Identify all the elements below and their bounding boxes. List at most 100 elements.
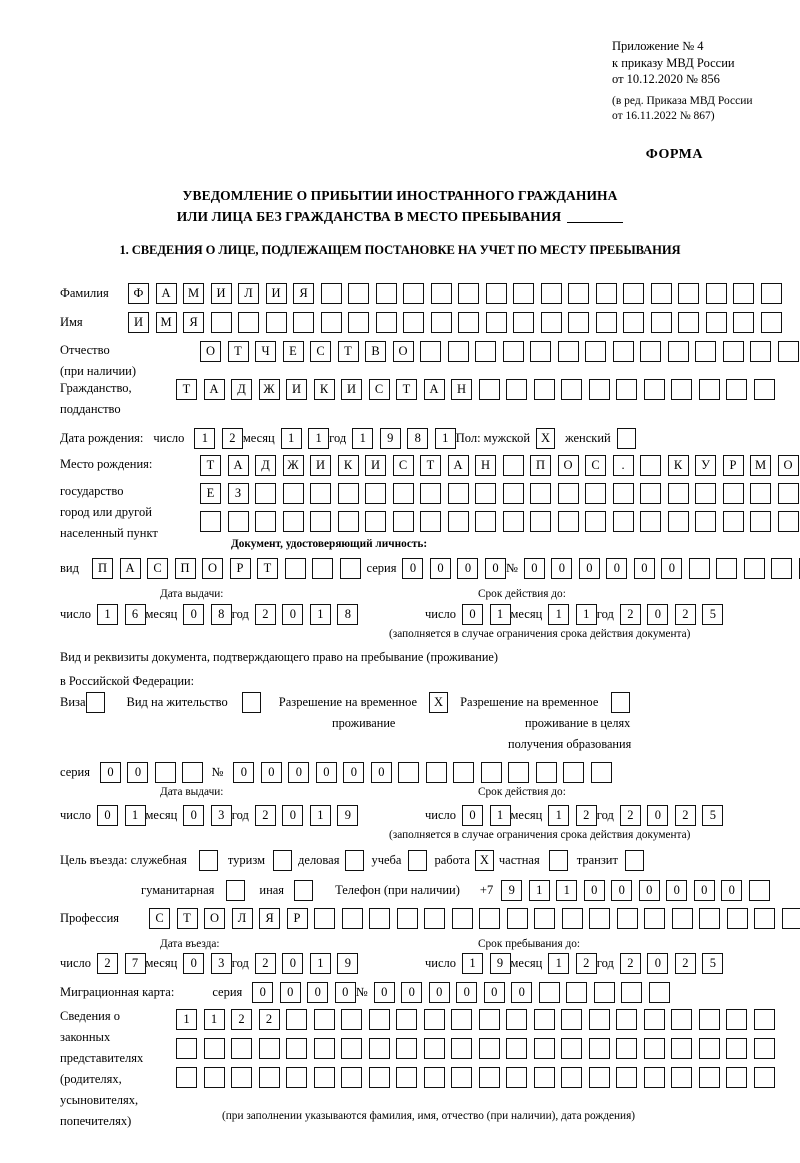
char-cell[interactable] — [506, 379, 527, 400]
char-cell[interactable] — [671, 1038, 692, 1059]
char-cell[interactable]: К — [667, 455, 689, 476]
char-cell[interactable] — [533, 379, 555, 400]
char-cell[interactable]: А — [423, 379, 445, 400]
char-cell[interactable]: 1 — [97, 604, 119, 625]
char-cell[interactable] — [203, 1038, 225, 1059]
char-cell[interactable] — [561, 1067, 582, 1088]
char-cell[interactable] — [644, 908, 665, 929]
char-cell[interactable] — [640, 341, 661, 362]
char-cell[interactable]: 0 — [401, 982, 423, 1003]
char-cell[interactable] — [255, 483, 276, 504]
char-cell[interactable]: П — [174, 558, 196, 579]
char-cell[interactable] — [561, 1009, 582, 1030]
char-cell[interactable] — [753, 1067, 775, 1088]
char-cell[interactable]: 8 — [337, 604, 359, 625]
char-cell[interactable] — [478, 379, 500, 400]
char-cell[interactable]: 0 — [252, 982, 274, 1003]
char-cell[interactable] — [423, 1009, 445, 1030]
char-cell[interactable] — [210, 312, 232, 333]
char-cell[interactable] — [348, 283, 369, 304]
char-cell[interactable]: 9 — [489, 953, 511, 974]
checkbox-purpose-tourism[interactable] — [273, 850, 293, 871]
char-cell[interactable] — [282, 483, 304, 504]
char-cell[interactable]: Р — [229, 558, 251, 579]
char-cell[interactable]: 5 — [702, 953, 724, 974]
char-cell[interactable] — [777, 483, 799, 504]
char-cell[interactable] — [750, 511, 771, 532]
char-cell[interactable] — [777, 341, 799, 362]
char-cell[interactable] — [590, 762, 612, 783]
char-cell[interactable]: Т — [396, 379, 417, 400]
char-cell[interactable] — [258, 1038, 280, 1059]
char-cell[interactable] — [777, 511, 799, 532]
char-cell[interactable] — [424, 908, 445, 929]
char-cell[interactable] — [403, 312, 424, 333]
char-cell[interactable]: 2 — [619, 805, 641, 826]
char-cell[interactable]: 0 — [288, 762, 310, 783]
char-cell[interactable] — [447, 483, 469, 504]
char-cell[interactable] — [320, 283, 342, 304]
char-cell[interactable]: А — [155, 283, 177, 304]
char-cell[interactable]: 0 — [260, 762, 282, 783]
char-cell[interactable]: . — [612, 455, 634, 476]
char-cell[interactable]: 0 — [462, 604, 484, 625]
char-cell[interactable]: 0 — [511, 982, 533, 1003]
char-cell[interactable]: О — [392, 341, 414, 362]
char-cell[interactable]: М — [183, 283, 204, 304]
char-cell[interactable]: Я — [183, 312, 204, 333]
char-cell[interactable]: И — [210, 283, 232, 304]
char-cell[interactable] — [760, 283, 782, 304]
char-cell[interactable] — [506, 1009, 527, 1030]
char-cell[interactable]: Т — [176, 908, 198, 929]
char-cell[interactable] — [425, 762, 447, 783]
char-cell[interactable] — [750, 483, 771, 504]
char-cell[interactable] — [265, 312, 287, 333]
char-cell[interactable] — [478, 1009, 500, 1030]
char-cell[interactable] — [616, 1038, 637, 1059]
char-cell[interactable]: 0 — [462, 805, 484, 826]
char-cell[interactable]: 3 — [210, 953, 232, 974]
char-cell[interactable] — [396, 1067, 417, 1088]
char-cell[interactable]: Д — [231, 379, 252, 400]
char-cell[interactable] — [748, 880, 770, 901]
char-cell[interactable]: 2 — [254, 604, 276, 625]
char-cell[interactable]: 0 — [523, 558, 545, 579]
char-cell[interactable] — [612, 341, 634, 362]
char-cell[interactable] — [284, 558, 306, 579]
char-cell[interactable]: Т — [176, 379, 197, 400]
char-cell[interactable] — [726, 1038, 747, 1059]
char-cell[interactable]: О — [202, 558, 223, 579]
char-cell[interactable] — [753, 379, 775, 400]
char-cell[interactable]: 0 — [279, 982, 301, 1003]
char-cell[interactable]: И — [286, 379, 307, 400]
char-cell[interactable]: 0 — [638, 880, 660, 901]
char-cell[interactable] — [698, 379, 720, 400]
char-cell[interactable]: 0 — [183, 805, 205, 826]
checkbox-temp-residence[interactable]: X — [429, 692, 449, 713]
char-cell[interactable] — [612, 511, 634, 532]
char-cell[interactable]: С — [585, 455, 606, 476]
char-cell[interactable] — [478, 1067, 500, 1088]
char-cell[interactable] — [667, 511, 689, 532]
char-cell[interactable] — [585, 483, 606, 504]
char-cell[interactable]: Л — [231, 908, 253, 929]
cells-legal-rep-3[interactable] — [176, 1067, 775, 1088]
char-cell[interactable]: К — [313, 379, 335, 400]
char-cell[interactable] — [451, 908, 473, 929]
char-cell[interactable] — [447, 341, 469, 362]
char-cell[interactable]: 0 — [183, 604, 205, 625]
char-cell[interactable] — [313, 1067, 335, 1088]
char-cell[interactable]: Д — [255, 455, 276, 476]
char-cell[interactable] — [753, 1009, 775, 1030]
char-cell[interactable] — [368, 1038, 390, 1059]
char-cell[interactable]: 1 — [434, 428, 456, 449]
